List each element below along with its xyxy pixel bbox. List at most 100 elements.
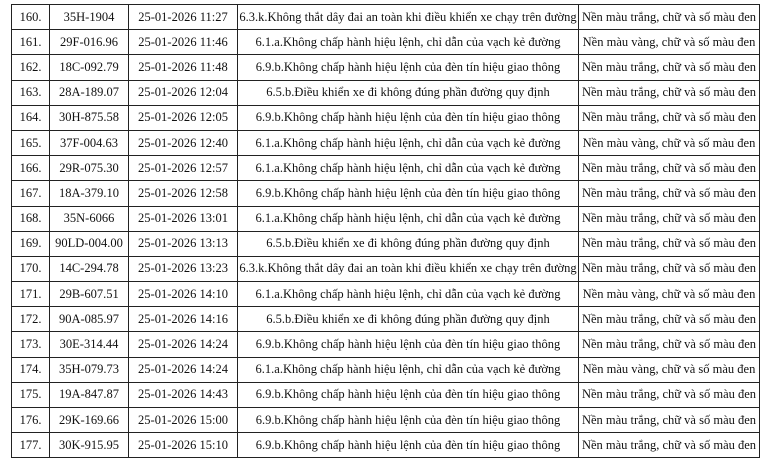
plate-color-cell: Nền màu trắng, chữ và số màu đen: [578, 331, 760, 358]
license-plate-cell: 90A-085.97: [49, 306, 129, 333]
violation-cell: 6.9.b.Không chấp hành hiệu lệnh của đèn …: [237, 331, 579, 358]
plate-color-cell: Nền màu trắng, chữ và số màu đen: [578, 3, 760, 31]
plate-color-cell: Nền màu vàng, chữ và số màu đen: [578, 129, 760, 157]
row-number-cell: 160.: [11, 3, 50, 31]
plate-color-cell: Nền màu trắng, chữ và số màu đen: [578, 79, 760, 106]
license-plate-cell: 18C-092.79: [49, 54, 129, 81]
violation-cell: 6.9.b.Không chấp hành hiệu lệnh của đèn …: [237, 432, 579, 459]
plate-color-cell: Nền màu trắng, chữ và số màu đen: [578, 381, 760, 409]
row-number-cell: 165.: [11, 129, 50, 157]
row-number-cell: 168.: [11, 205, 50, 232]
timestamp-cell: 25-01-2026 12:04: [128, 79, 238, 106]
plate-color-cell: Nền màu trắng, chữ và số màu đen: [578, 180, 760, 207]
license-plate-cell: 90LD-004.00: [49, 230, 129, 257]
violation-cell: 6.1.a.Không chấp hành hiệu lệnh, chỉ dẫn…: [237, 356, 579, 383]
row-number-cell: 171.: [11, 281, 50, 308]
table-body: 160. 35H-1904 25-01-2026 11:27 6.3.k.Không …: [11, 3, 760, 459]
timestamp-cell: 25-01-2026 13:13: [128, 230, 238, 257]
timestamp-cell: 25-01-2026 14:43: [128, 381, 238, 409]
violation-cell: 6.9.b.Không chấp hành hiệu lệnh của đèn …: [237, 104, 579, 131]
plate-color-cell: Nền màu trắng, chữ và số màu đen: [578, 406, 760, 434]
row-number-cell: 167.: [11, 180, 50, 207]
table-row: 168. 35N-6066 25-01-2026 13:01 6.1.a.Không …: [11, 205, 760, 232]
timestamp-cell: 25-01-2026 11:46: [128, 29, 238, 56]
table-row: 174. 35H-079.73 25-01-2026 14:24 6.1.a.Khôn…: [11, 356, 760, 383]
timestamp-cell: 25-01-2026 12:40: [128, 129, 238, 157]
row-number-cell: 170.: [11, 255, 50, 283]
timestamp-cell: 25-01-2026 11:27: [128, 3, 238, 31]
violation-cell: 6.5.b.Điều khiển xe đi không đúng phần đ…: [237, 230, 579, 257]
violation-cell: 6.9.b.Không chấp hành hiệu lệnh của đèn …: [237, 180, 579, 207]
table-row: 175. 19A-847.87 25-01-2026 14:43 6.9.b.Khôn…: [11, 381, 760, 409]
plate-color-cell: Nền màu trắng, chữ và số màu đen: [578, 205, 760, 232]
timestamp-cell: 25-01-2026 13:01: [128, 205, 238, 232]
violation-cell: 6.5.b.Điều khiển xe đi không đúng phần đ…: [237, 306, 579, 333]
plate-color-cell: Nền màu trắng, chữ và số màu đen: [578, 155, 760, 182]
violation-cell: 6.1.a.Không chấp hành hiệu lệnh, chỉ dẫn…: [237, 281, 579, 308]
license-plate-cell: 30E-314.44: [49, 331, 129, 358]
violation-cell: 6.9.b.Không chấp hành hiệu lệnh của đèn …: [237, 54, 579, 81]
timestamp-cell: 25-01-2026 12:57: [128, 155, 238, 182]
row-number-cell: 174.: [11, 356, 50, 383]
license-plate-cell: 29R-075.30: [49, 155, 129, 182]
row-number-cell: 163.: [11, 79, 50, 106]
violations-table: 160. 35H-1904 25-01-2026 11:27 6.3.k.Không …: [11, 3, 760, 459]
license-plate-cell: 29B-607.51: [49, 281, 129, 308]
plate-color-cell: Nền màu trắng, chữ và số màu đen: [578, 230, 760, 257]
plate-color-cell: Nền màu trắng, chữ và số màu đen: [578, 432, 760, 459]
plate-color-cell: Nền màu vàng, chữ và số màu đen: [578, 356, 760, 383]
table-row: 160. 35H-1904 25-01-2026 11:27 6.3.k.Không …: [11, 3, 760, 31]
license-plate-cell: 18A-379.10: [49, 180, 129, 207]
license-plate-cell: 29F-016.96: [49, 29, 129, 56]
table-row: 167. 18A-379.10 25-01-2026 12:58 6.9.b.Khôn…: [11, 180, 760, 207]
row-number-cell: 164.: [11, 104, 50, 131]
license-plate-cell: 14C-294.78: [49, 255, 129, 283]
row-number-cell: 162.: [11, 54, 50, 81]
row-number-cell: 169.: [11, 230, 50, 257]
violation-cell: 6.9.b.Không chấp hành hiệu lệnh của đèn …: [237, 381, 579, 409]
plate-color-cell: Nền màu vàng, chữ và số màu đen: [578, 29, 760, 56]
row-number-cell: 176.: [11, 406, 50, 434]
plate-color-cell: Nền màu trắng, chữ và số màu đen: [578, 54, 760, 81]
license-plate-cell: 29K-169.66: [49, 406, 129, 434]
table-row: 172. 90A-085.97 25-01-2026 14:16 6.5.b.Điều…: [11, 306, 760, 333]
plate-color-cell: Nền màu trắng, chữ và số màu đen: [578, 104, 760, 131]
violation-cell: 6.9.b.Không chấp hành hiệu lệnh của đèn …: [237, 406, 579, 434]
plate-color-cell: Nền màu trắng, chữ và số màu đen: [578, 306, 760, 333]
timestamp-cell: 25-01-2026 14:24: [128, 356, 238, 383]
license-plate-cell: 28A-189.07: [49, 79, 129, 106]
row-number-cell: 172.: [11, 306, 50, 333]
table-row: 164. 30H-875.58 25-01-2026 12:05 6.9.b.Khôn…: [11, 104, 760, 131]
table-row: 169. 90LD-004.00 25-01-2026 13:13 6.5.b.Điề…: [11, 230, 760, 257]
table-row: 162. 18C-092.79 25-01-2026 11:48 6.9.b.Khôn…: [11, 54, 760, 81]
timestamp-cell: 25-01-2026 12:58: [128, 180, 238, 207]
timestamp-cell: 25-01-2026 12:05: [128, 104, 238, 131]
violation-cell: 6.1.a.Không chấp hành hiệu lệnh, chỉ dẫn…: [237, 205, 579, 232]
plate-color-cell: Nền màu vàng, chữ và số màu đen: [578, 281, 760, 308]
row-number-cell: 175.: [11, 381, 50, 409]
license-plate-cell: 30H-875.58: [49, 104, 129, 131]
table-row: 177. 30K-915.95 25-01-2026 15:10 6.9.b.Khôn…: [11, 432, 760, 459]
violation-cell: 6.1.a.Không chấp hành hiệu lệnh, chỉ dẫn…: [237, 129, 579, 157]
table-row: 165. 37F-004.63 25-01-2026 12:40 6.1.a.Khôn…: [11, 129, 760, 157]
timestamp-cell: 25-01-2026 13:23: [128, 255, 238, 283]
row-number-cell: 173.: [11, 331, 50, 358]
license-plate-cell: 30K-915.95: [49, 432, 129, 459]
timestamp-cell: 25-01-2026 14:16: [128, 306, 238, 333]
table-row: 170. 14C-294.78 25-01-2026 13:23 6.3.k.Khôn…: [11, 255, 760, 283]
license-plate-cell: 35N-6066: [49, 205, 129, 232]
license-plate-cell: 35H-1904: [49, 3, 129, 31]
table-row: 161. 29F-016.96 25-01-2026 11:46 6.1.a.Khôn…: [11, 29, 760, 56]
license-plate-cell: 19A-847.87: [49, 381, 129, 409]
violation-cell: 6.5.b.Điều khiển xe đi không đúng phần đ…: [237, 79, 579, 106]
plate-color-cell: Nền màu trắng, chữ và số màu đen: [578, 255, 760, 283]
table-row: 176. 29K-169.66 25-01-2026 15:00 6.9.b.Khôn…: [11, 406, 760, 434]
violation-cell: 6.1.a.Không chấp hành hiệu lệnh, chỉ dẫn…: [237, 155, 579, 182]
table-row: 163. 28A-189.07 25-01-2026 12:04 6.5.b.Điều…: [11, 79, 760, 106]
table-row: 171. 29B-607.51 25-01-2026 14:10 6.1.a.Khôn…: [11, 281, 760, 308]
violation-cell: 6.3.k.Không thắt dây đai an toàn khi điề…: [237, 255, 579, 283]
timestamp-cell: 25-01-2026 11:48: [128, 54, 238, 81]
license-plate-cell: 35H-079.73: [49, 356, 129, 383]
table-row: 173. 30E-314.44 25-01-2026 14:24 6.9.b.Khôn…: [11, 331, 760, 358]
timestamp-cell: 25-01-2026 14:10: [128, 281, 238, 308]
